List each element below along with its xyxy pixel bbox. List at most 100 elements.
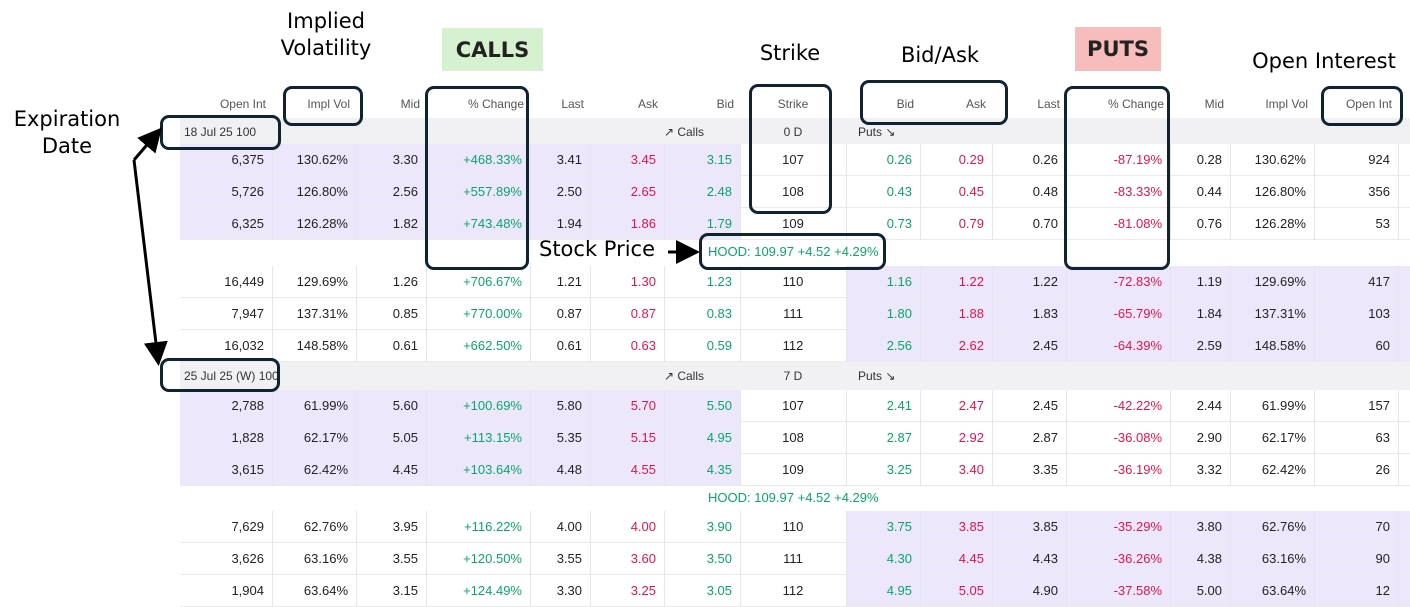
header-call-percent-change[interactable]: % Change [467, 97, 524, 111]
call-percent-change-cell: +770.00% [463, 306, 522, 321]
column-divider [590, 454, 591, 486]
put-ask-cell: 2.92 [958, 430, 984, 445]
put-ask-cell: 1.88 [958, 306, 984, 321]
put-ask-cell: 3.40 [958, 462, 984, 477]
call-side-bg [180, 511, 740, 543]
put-ask-cell: 5.05 [958, 583, 984, 598]
column-divider [356, 454, 357, 486]
header-call-impl-vol[interactable]: Impl Vol [307, 97, 350, 111]
column-divider [530, 422, 531, 454]
table-row[interactable]: 1,904 63.64% 3.15 +124.49% 3.30 3.25 3.05 112 4.… [180, 575, 1410, 607]
column-divider [664, 208, 665, 240]
call-mid-cell: 3.95 [392, 519, 418, 534]
row-divider [180, 329, 1410, 330]
call-open-int-cell: 16,032 [224, 338, 264, 353]
percent-change-calls-highlight [425, 86, 529, 270]
table-row[interactable]: 16,449 129.69% 1.26 +706.67% 1.21 1.30 1.23 110… [180, 266, 1410, 298]
put-ask-cell: 1.22 [958, 274, 984, 289]
put-open-int-cell: 924 [1368, 152, 1390, 167]
header-call-bid[interactable]: Bid [716, 97, 734, 111]
column-divider [992, 575, 993, 607]
column-divider [1314, 511, 1315, 543]
table-row[interactable]: 1,828 62.17% 5.05 +113.15% 5.35 5.15 4.95 108 2.… [180, 422, 1410, 454]
column-divider [1230, 298, 1231, 330]
table-row[interactable]: 2,788 61.99% 5.60 +100.69% 5.80 5.70 5.50 107 2.… [180, 390, 1410, 422]
column-divider [1398, 390, 1399, 422]
column-divider [1314, 422, 1315, 454]
put-mid-cell: 4.38 [1196, 551, 1222, 566]
column-divider [1398, 454, 1399, 486]
strike-cell: 111 [783, 551, 803, 566]
column-divider [664, 422, 665, 454]
strike-cell: 112 [782, 583, 804, 598]
arrow-to-expiration-2 [132, 159, 168, 366]
column-divider [356, 298, 357, 330]
header-bar: Open Int Impl Vol Mid % Change Last Ask Bid Str… [180, 90, 1410, 118]
column-divider [992, 511, 993, 543]
put-open-int-cell: 90 [1375, 551, 1390, 566]
calls-badge: CALLS [442, 28, 543, 71]
header-put-impl-vol[interactable]: Impl Vol [1265, 97, 1308, 111]
header-strike[interactable]: Strike [777, 97, 809, 111]
column-divider [590, 176, 591, 208]
put-side-bg [846, 266, 1410, 298]
call-impl-vol-cell: 61.99% [303, 398, 348, 413]
column-divider [426, 454, 427, 486]
column-divider [740, 330, 741, 362]
header-put-ask[interactable]: Ask [965, 97, 986, 111]
column-divider [1398, 176, 1399, 208]
column-divider [272, 390, 273, 422]
put-mid-cell: 2.59 [1196, 338, 1222, 353]
column-divider [740, 422, 741, 454]
call-side-bg [180, 208, 740, 240]
column-divider [920, 208, 921, 240]
expiration-label[interactable]: 25 Jul 25 (W) 100 [184, 369, 279, 383]
call-bid-cell: 0.59 [706, 338, 732, 353]
table-row[interactable]: 5,726 126.80% 2.56 +557.89% 2.50 2.65 2.48 108 0… [180, 176, 1410, 208]
column-divider [992, 543, 993, 575]
column-divider [846, 298, 847, 330]
put-side-bg [846, 454, 1410, 486]
header-put-mid[interactable]: Mid [1204, 97, 1224, 111]
column-divider [590, 390, 591, 422]
header-put-last[interactable]: Last [1037, 97, 1060, 111]
header-call-open-int[interactable]: Open Int [219, 97, 266, 111]
table-row[interactable]: 3,626 63.16% 3.55 +120.50% 3.55 3.60 3.50 111 4.… [180, 543, 1410, 575]
header-call-mid[interactable]: Mid [400, 97, 420, 111]
column-divider [1230, 266, 1231, 298]
table-row[interactable]: 6,375 130.62% 3.30 +468.33% 3.41 3.45 3.15 107 0… [180, 144, 1410, 176]
put-impl-vol-cell: 126.80% [1254, 184, 1306, 199]
column-divider [1314, 454, 1315, 486]
put-side-bg [846, 144, 1410, 176]
header-call-ask[interactable]: Ask [637, 97, 658, 111]
put-open-int-cell: 157 [1368, 398, 1390, 413]
put-side-bg [846, 330, 1410, 362]
put-mid-cell: 0.44 [1196, 184, 1222, 199]
call-ask-cell: 3.25 [630, 583, 656, 598]
bid-ask-annotation: Bid/Ask [900, 43, 980, 67]
column-divider [740, 454, 741, 486]
header-put-bid[interactable]: Bid [896, 97, 914, 111]
put-last-cell: 2.45 [1032, 398, 1058, 413]
table-row[interactable]: 7,947 137.31% 0.85 +770.00% 0.87 0.87 0.83 111 1… [180, 298, 1410, 330]
column-divider [846, 330, 847, 362]
header-put-open-int[interactable]: Open Int [1345, 97, 1392, 111]
table-row[interactable]: 7,629 62.76% 3.95 +116.22% 4.00 4.00 3.90 110 3.… [180, 511, 1410, 543]
call-last-cell: 4.00 [556, 519, 582, 534]
table-row[interactable]: 3,615 62.42% 4.45 +103.64% 4.48 4.55 4.35 109 3.… [180, 454, 1410, 486]
call-impl-vol-cell: 130.62% [296, 152, 348, 167]
call-percent-change-cell: +116.22% [464, 519, 522, 534]
table-row[interactable]: 16,032 148.58% 0.61 +662.50% 0.61 0.63 0.59 112… [180, 330, 1410, 362]
put-impl-vol-cell: 62.42% [1261, 462, 1306, 477]
header-put-percent-change[interactable]: % Change [1107, 97, 1164, 111]
put-impl-vol-cell: 129.69% [1254, 274, 1306, 289]
put-mid-cell: 1.84 [1196, 306, 1222, 321]
table-row[interactable]: 6,325 126.28% 1.82 +743.48% 1.94 1.86 1.79 109 0… [180, 208, 1410, 240]
column-divider [1170, 511, 1171, 543]
put-ask-cell: 0.45 [958, 184, 984, 199]
column-divider [530, 266, 531, 298]
expiration-label[interactable]: 18 Jul 25 100 [184, 125, 257, 139]
column-divider [740, 176, 741, 208]
header-call-last[interactable]: Last [561, 97, 584, 111]
